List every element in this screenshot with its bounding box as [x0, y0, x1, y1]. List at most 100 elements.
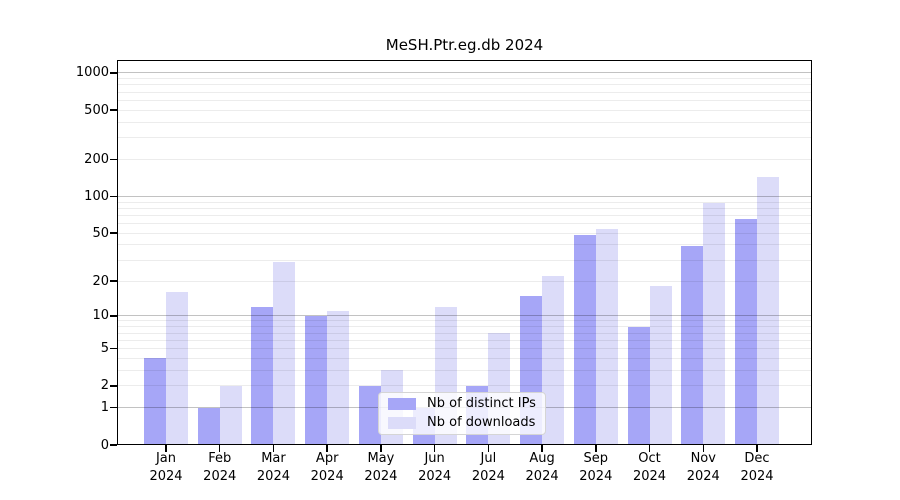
y-axis-tick-label: 50	[92, 225, 109, 241]
legend-label-distinct-ips: Nb of distinct IPs	[427, 396, 536, 411]
gridline-minor	[117, 332, 812, 334]
bar-nb-of-downloads-sep	[595, 229, 618, 445]
gridline-minor	[117, 369, 812, 371]
x-label-month: Dec	[744, 451, 770, 466]
gridline-minor	[117, 91, 812, 93]
y-axis-tick	[110, 109, 117, 111]
legend: Nb of distinct IPs Nb of downloads	[378, 392, 546, 435]
y-axis-tick-label: 0	[100, 437, 109, 453]
x-label-month: Oct	[638, 451, 661, 466]
bar-nb-of-downloads-dec	[757, 176, 779, 445]
bar-nb-of-downloads-oct	[649, 286, 672, 445]
x-axis-tick-label: Sep 2024	[564, 450, 628, 485]
gridline-minor	[117, 137, 812, 139]
x-label-month: Mar	[261, 451, 286, 466]
x-label-year: 2024	[471, 468, 505, 484]
bar-nb-of-downloads-apr	[327, 311, 350, 445]
y-axis-tick	[110, 444, 117, 446]
gridline-minor	[117, 326, 812, 328]
x-axis-tick	[272, 445, 275, 452]
y-axis-tick-label: 5	[100, 341, 109, 356]
gridline-major	[117, 195, 812, 197]
x-label-year: 2024	[256, 468, 290, 484]
x-label-year: 2024	[632, 468, 667, 484]
bar-nb-of-distinct-ips-sep	[573, 235, 596, 445]
x-label-year: 2024	[149, 468, 183, 484]
y-axis-tick	[110, 280, 117, 282]
y-axis-tick	[110, 158, 117, 161]
y-axis-tick-label: 1	[100, 400, 109, 416]
y-axis-tick	[110, 315, 117, 317]
x-label-year: 2024	[579, 468, 613, 484]
x-axis-tick-label: May 2024	[349, 450, 413, 485]
legend-swatch-distinct-ips	[388, 398, 416, 410]
x-axis-tick	[541, 445, 543, 452]
x-label-year: 2024	[364, 468, 398, 484]
x-axis-tick	[433, 445, 436, 452]
legend-label-downloads: Nb of downloads	[427, 415, 536, 430]
y-axis-tick-label: 500	[84, 102, 109, 118]
x-axis-tick-label: Jul 2024	[456, 450, 520, 485]
x-axis-tick	[756, 445, 758, 452]
gridline-minor	[117, 158, 812, 160]
x-label-month: Sep	[583, 451, 609, 466]
gridline-minor	[117, 232, 812, 234]
x-axis-tick-label: Aug 2024	[510, 450, 574, 485]
x-axis-tick	[165, 445, 167, 452]
gridline-major	[117, 315, 812, 317]
legend-item-distinct-ips: Nb of distinct IPs	[386, 396, 538, 412]
x-axis-tick-label: Feb 2024	[188, 450, 252, 485]
x-label-year: 2024	[418, 468, 452, 484]
y-axis-tick	[110, 232, 117, 234]
bar-nb-of-distinct-ips-nov	[681, 246, 704, 445]
x-axis-tick-label: Nov 2024	[671, 450, 735, 485]
gridline-minor	[117, 259, 812, 261]
x-axis-tick-label: Jun 2024	[403, 450, 467, 485]
x-label-month: Aug	[529, 451, 555, 466]
bar-nb-of-downloads-feb	[219, 385, 242, 445]
gridline-minor	[117, 320, 812, 322]
gridline-minor	[117, 223, 812, 225]
gridline-minor	[117, 207, 812, 209]
x-axis-tick-label: Dec 2024	[725, 450, 789, 485]
gridline-minor	[117, 121, 812, 123]
y-axis-tick-label: 200	[84, 151, 109, 167]
bar-nb-of-distinct-ips-jan	[144, 358, 166, 445]
legend-swatch-downloads	[388, 417, 416, 429]
gridline-minor	[117, 385, 812, 387]
chart-title: MeSH.Ptr.eg.db 2024	[385, 36, 544, 54]
gridline-minor	[117, 99, 812, 101]
x-axis-tick-label: Mar 2024	[241, 450, 305, 485]
bar-nb-of-downloads-nov	[703, 203, 726, 445]
y-axis-tick-label: 1000	[75, 65, 109, 81]
bar-nb-of-distinct-ips-feb	[197, 407, 220, 445]
bar-nb-of-downloads-jan	[166, 292, 188, 445]
x-label-month: Apr	[315, 451, 339, 466]
y-axis-labels: 0 1 2 5 10 20 50 100 200 500 1000	[0, 60, 109, 451]
bar-nb-of-distinct-ips-oct	[627, 326, 650, 445]
y-axis-tick	[110, 72, 117, 74]
x-axis-tick	[326, 445, 328, 452]
gridline-minor	[117, 348, 812, 349]
y-axis-tick-label: 10	[92, 308, 109, 324]
x-label-month: Jun	[424, 451, 445, 466]
gridline-minor	[117, 109, 812, 111]
x-axis-tick	[380, 445, 382, 452]
gridline-minor	[117, 357, 812, 359]
gridline-minor	[117, 280, 812, 282]
bar-nb-of-downloads-mar	[273, 261, 296, 445]
y-axis-tick-label: 2	[100, 378, 109, 394]
x-label-month: May	[367, 451, 395, 466]
bar-nb-of-distinct-ips-mar	[251, 306, 274, 445]
bar-nb-of-distinct-ips-apr	[305, 315, 328, 445]
x-label-year: 2024	[686, 468, 720, 484]
x-axis-tick	[487, 445, 490, 452]
x-label-year: 2024	[525, 468, 559, 484]
bar-nb-of-downloads-aug	[542, 276, 565, 445]
y-axis-tick	[110, 347, 117, 350]
gridline-minor	[117, 84, 812, 86]
x-axis-tick	[218, 445, 221, 452]
x-axis-tick-label: Oct 2024	[618, 450, 682, 485]
x-axis-tick	[702, 445, 705, 452]
